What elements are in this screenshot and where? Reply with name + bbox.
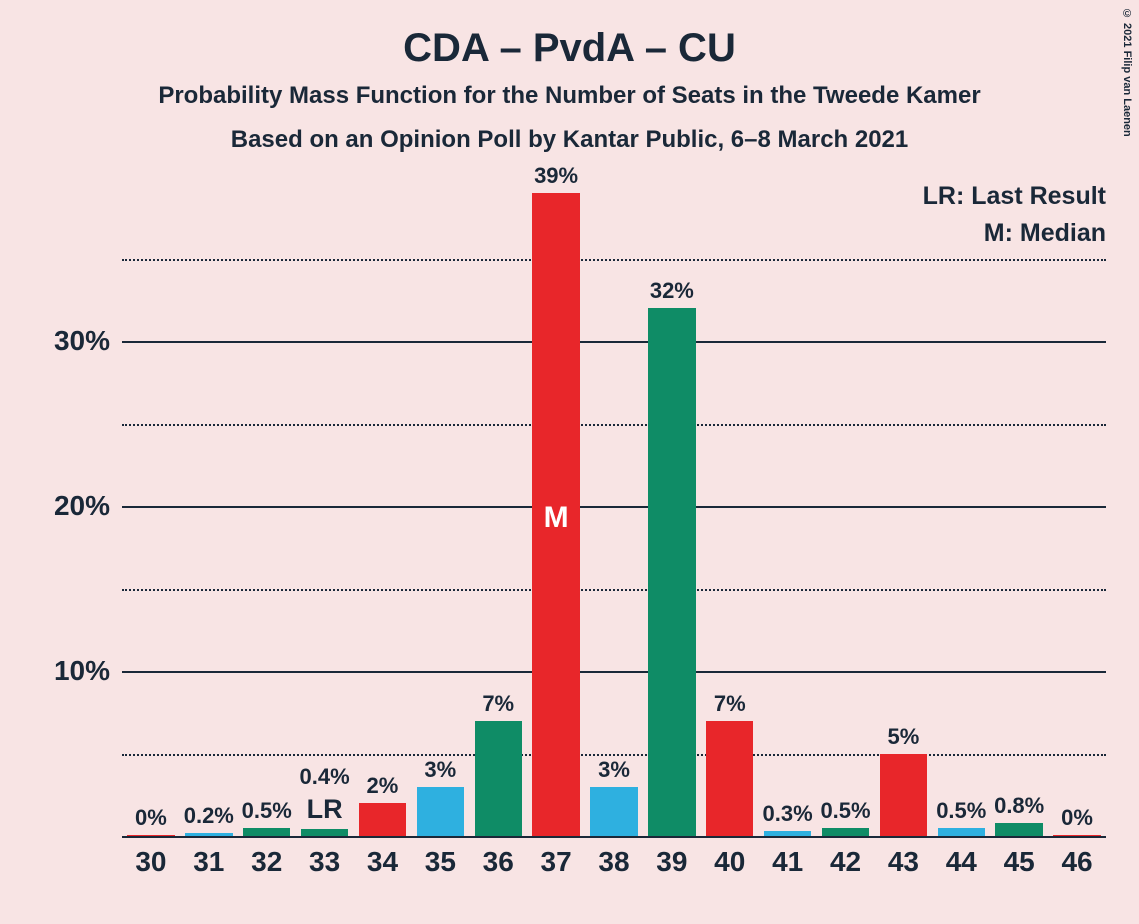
x-axis-label: 46 (1061, 836, 1092, 878)
x-axis-label: 32 (251, 836, 282, 878)
median-marker: M (544, 501, 569, 535)
legend-m: M: Median (923, 219, 1106, 248)
x-axis-label: 38 (598, 836, 629, 878)
bar-value-label: 0.8% (994, 793, 1044, 819)
bar-value-label: 7% (482, 691, 514, 717)
y-axis-label: 20% (54, 490, 122, 522)
bar: 7% (475, 721, 522, 837)
bar-value-label: 0.2% (184, 803, 234, 829)
bar-value-label: 3% (598, 757, 630, 783)
bar: 0.5% (243, 828, 290, 836)
x-axis-label: 36 (483, 836, 514, 878)
chart-subtitle-2: Based on an Opinion Poll by Kantar Publi… (0, 126, 1139, 154)
last-result-marker: LR (307, 794, 343, 825)
bar: 7% (706, 721, 753, 837)
bar: 32% (648, 308, 695, 836)
bar-value-label: 0% (1061, 805, 1093, 831)
bar-value-label: 32% (650, 278, 694, 304)
y-axis-label: 30% (54, 325, 122, 357)
bar-value-label: 39% (534, 163, 578, 189)
bar: 0.5% (822, 828, 869, 836)
bar-value-label: 7% (714, 691, 746, 717)
bar: 0.8% (995, 823, 1042, 836)
x-axis-label: 42 (830, 836, 861, 878)
chart-title: CDA – PvdA – CU (0, 26, 1139, 71)
bar-value-label: 2% (367, 773, 399, 799)
copyright-text: © 2021 Filip van Laenen (1121, 8, 1133, 137)
chart-subtitle-1: Probability Mass Function for the Number… (0, 82, 1139, 110)
x-axis-label: 41 (772, 836, 803, 878)
bar-value-label: 0% (135, 805, 167, 831)
bar-value-label: 0.4% (299, 764, 349, 790)
x-axis-label: 37 (541, 836, 572, 878)
x-axis-label: 39 (656, 836, 687, 878)
bar: 0.4% (301, 829, 348, 836)
x-axis-label: 45 (1004, 836, 1035, 878)
bar-value-label: 5% (887, 724, 919, 750)
bar-value-label: 0.3% (763, 801, 813, 827)
chart-legend: LR: Last Result M: Median (923, 182, 1106, 248)
bar-value-label: 0.5% (820, 798, 870, 824)
bar-value-label: 0.5% (936, 798, 986, 824)
x-axis-label: 33 (309, 836, 340, 878)
y-axis-label: 10% (54, 655, 122, 687)
x-axis-label: 44 (946, 836, 977, 878)
chart-plot-area: 10%20%30%0%300.2%310.5%320.4%LR332%343%3… (122, 176, 1106, 836)
legend-lr: LR: Last Result (923, 182, 1106, 211)
bar: 3% (590, 787, 637, 837)
x-axis-label: 43 (888, 836, 919, 878)
x-axis-label: 30 (135, 836, 166, 878)
x-axis-label: 35 (425, 836, 456, 878)
x-axis-label: 31 (193, 836, 224, 878)
bar: 5% (880, 754, 927, 837)
bar-value-label: 3% (424, 757, 456, 783)
x-axis-label: 34 (367, 836, 398, 878)
bar: 3% (417, 787, 464, 837)
bar: 0.5% (938, 828, 985, 836)
x-axis-label: 40 (714, 836, 745, 878)
bar: 39%M (532, 193, 579, 837)
bar: 2% (359, 803, 406, 836)
bar-value-label: 0.5% (242, 798, 292, 824)
